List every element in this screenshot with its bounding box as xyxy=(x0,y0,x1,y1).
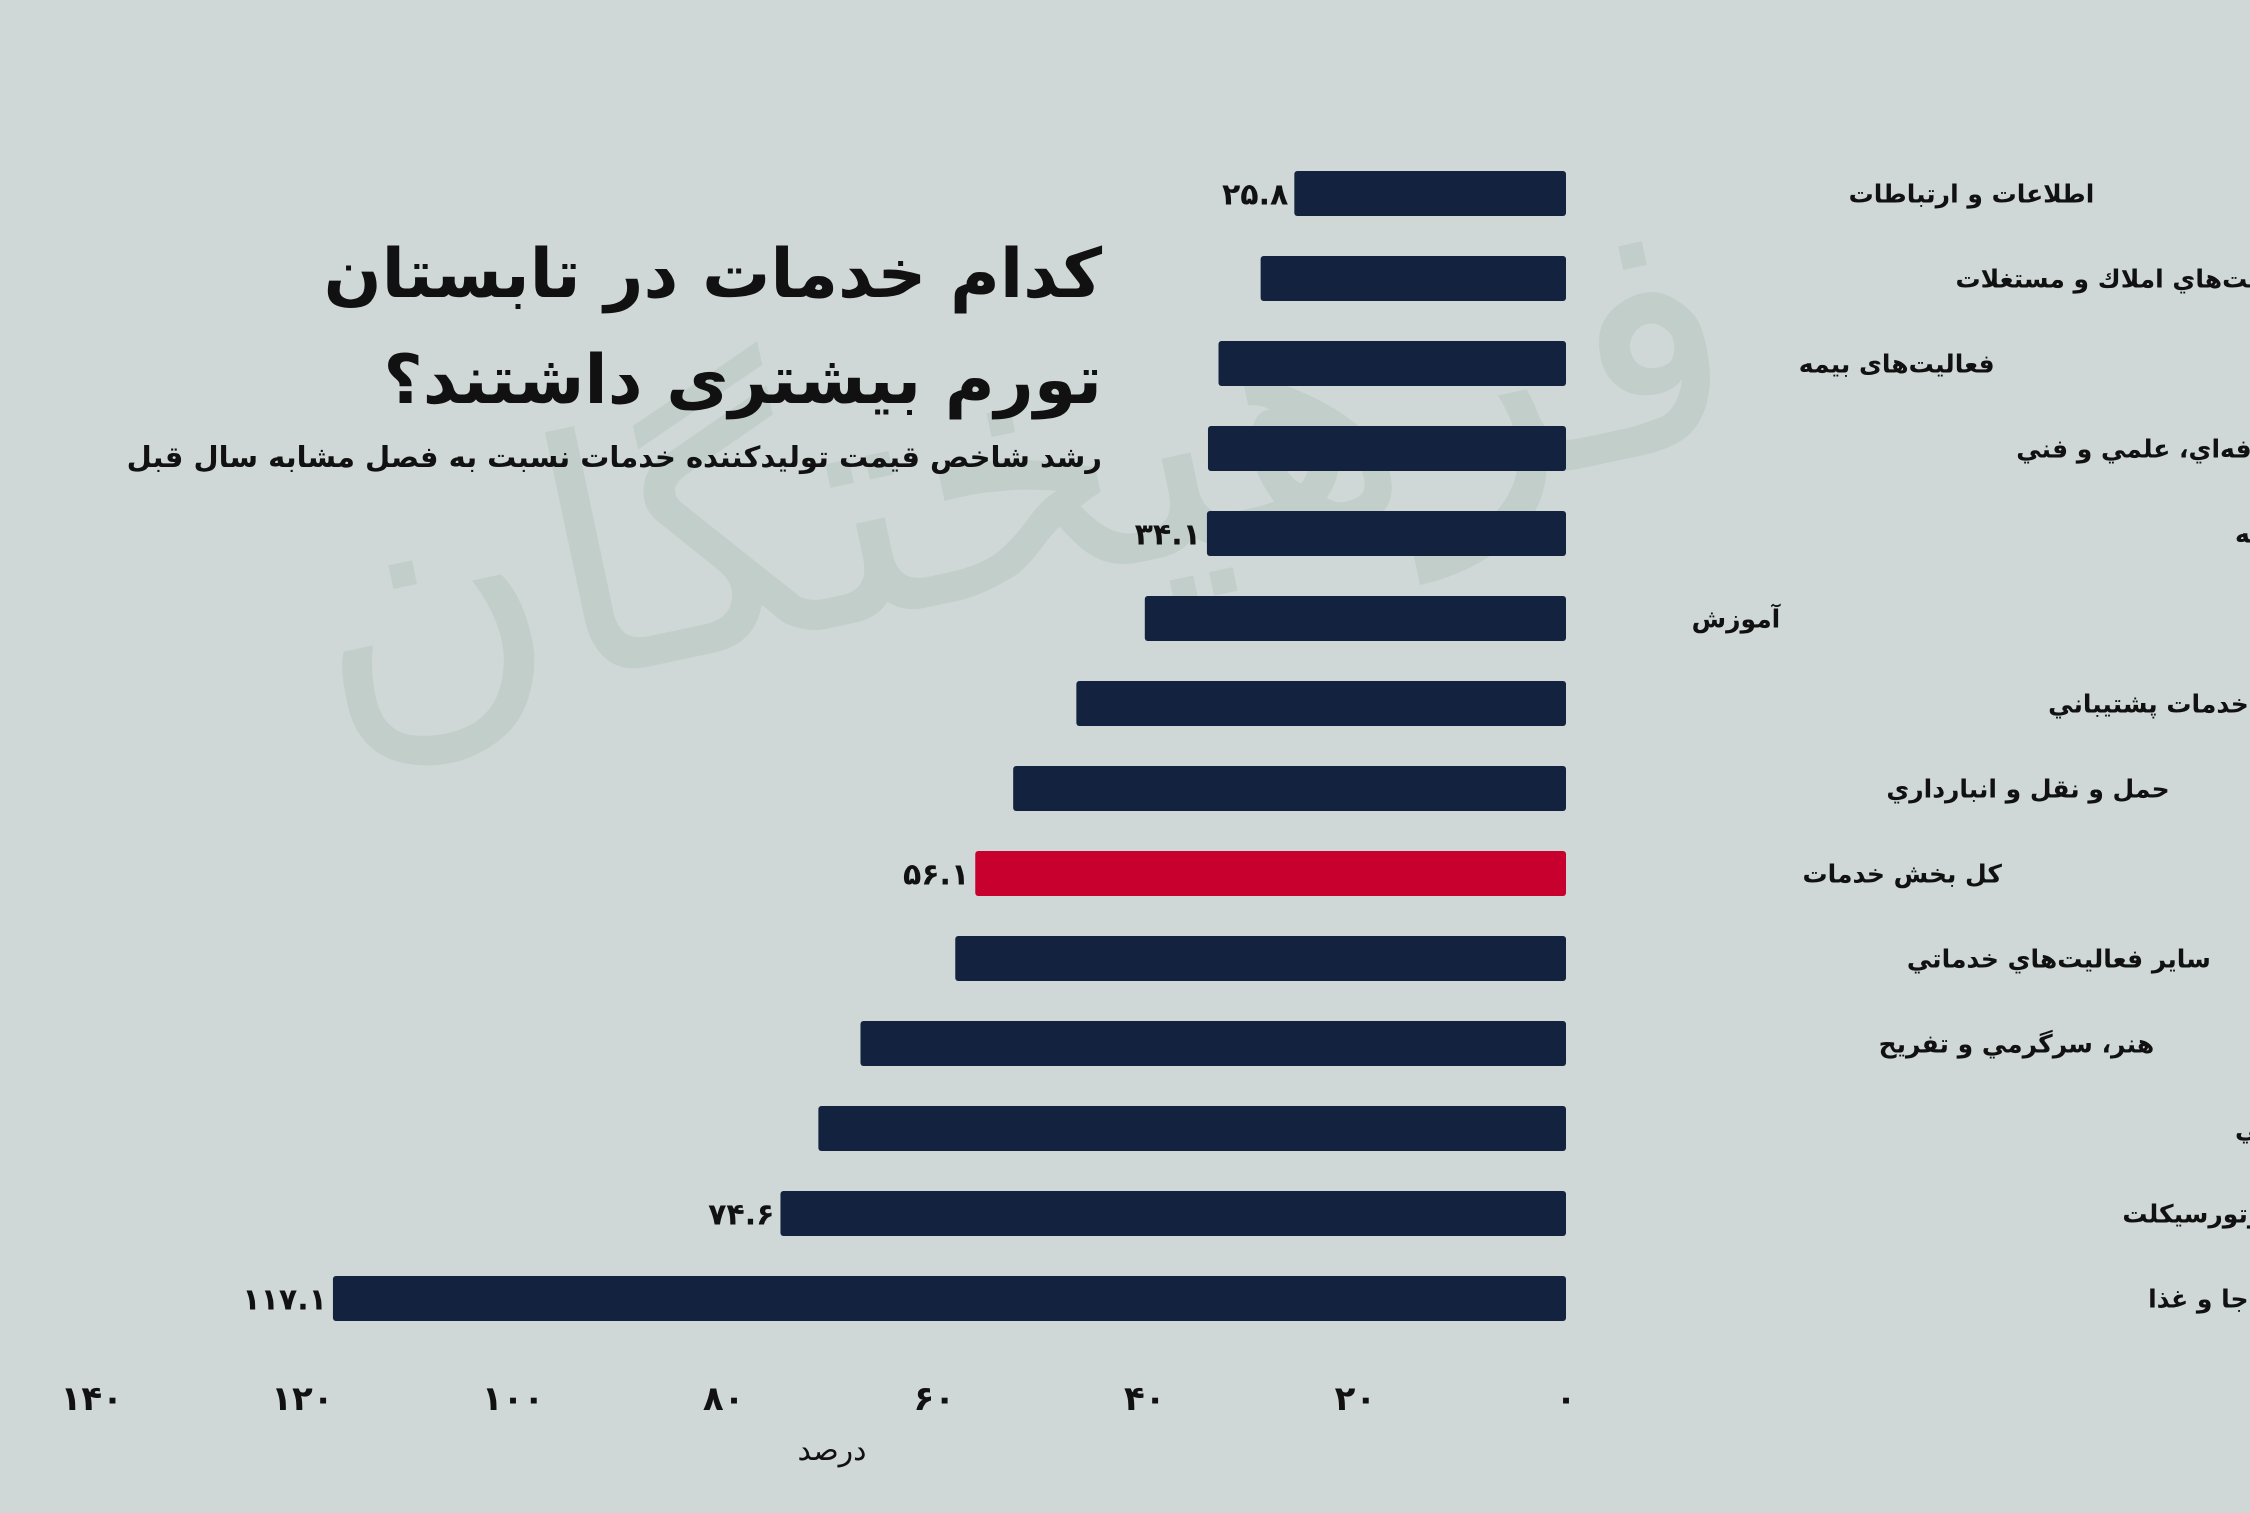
data-label-5: ۳۴.۱ xyxy=(1135,518,1201,553)
data-label-13: ۷۴.۶ xyxy=(708,1198,774,1233)
data-label-1: ۲۵.۸ xyxy=(1222,178,1288,213)
bar-14 xyxy=(332,1276,1566,1321)
category-label-2: فعاليت‌هاي املاك و مستغلات xyxy=(1956,265,2250,295)
bar-12 xyxy=(818,1106,1566,1151)
title-block: کدام خدمات در تابستان تورم بیشتری داشتند… xyxy=(127,222,1102,474)
chart-title-line-2: تورم بیشتری داشتند؟ xyxy=(383,341,1102,420)
x-tick-label-40: ۴۰ xyxy=(1124,1379,1166,1419)
category-label-10: ساير فعاليت‌هاي خدماتي xyxy=(1907,945,2211,975)
bars-layer xyxy=(332,171,1566,1321)
bar-2 xyxy=(1260,256,1566,301)
category-label-12: فعاليت‌هاي مربوط به سلامت انسان و مددكار… xyxy=(2235,1115,2250,1145)
data-labels-layer: ۲۵.۸ ۳۴.۱ ۵۶.۱ ۷۴.۶ ۱۱۷.۱ xyxy=(242,178,1288,1318)
category-label-9: كل بخش خدمات xyxy=(1802,860,2002,889)
bar-11 xyxy=(860,1021,1566,1066)
x-tick-label-60: ۶۰ xyxy=(913,1379,955,1419)
category-label-5: آب‌رساني، مديريت پسماند، فاضلاب و فعاليت… xyxy=(2235,519,2250,550)
category-label-6: آموزش xyxy=(1692,604,1782,635)
category-label-11: هنر، سرگرمي و تفريح xyxy=(1879,1030,2155,1060)
bar-5 xyxy=(1206,511,1566,556)
category-label-14: فعالیت‌های خدماتی مربوط به تامین جا و غذ… xyxy=(2148,1285,2250,1315)
x-tick-label-140: ۱۴۰ xyxy=(61,1379,123,1419)
chart-subtitle: رشد شاخص قیمت تولیدکننده خدمات نسبت به ف… xyxy=(126,440,1102,474)
bar-6 xyxy=(1144,596,1566,641)
x-axis-ticks: ۰ ۲۰ ۴۰ ۶۰ ۸۰ ۱۰۰ ۱۲۰ ۱۴۰ xyxy=(61,1379,1577,1419)
x-tick-label-80: ۸۰ xyxy=(703,1379,745,1419)
bar-4 xyxy=(1207,426,1566,471)
data-label-9: ۵۶.۱ xyxy=(903,858,969,893)
x-axis-label: درصد xyxy=(797,1433,866,1468)
bar-10 xyxy=(955,936,1566,981)
category-labels-layer: اطلاعات و ارتباطات فعاليت‌هاي املاك و مست… xyxy=(1692,180,2250,1315)
category-label-4: فعاليت‌هاي حرفه‌اي، علمي و فني xyxy=(2016,435,2250,465)
bar-9 xyxy=(975,851,1566,896)
category-label-13: تعمیر وسایل نقلیه موتوری و موتورسیکلت xyxy=(2122,1200,2250,1230)
category-label-7: فعاليت‌هاي اداري و خدمات پشتيباني xyxy=(2048,690,2250,720)
x-tick-label-120: ۱۲۰ xyxy=(271,1379,333,1419)
chart-title-line-1: کدام خدمات در تابستان xyxy=(323,235,1102,314)
bar-13 xyxy=(780,1191,1566,1236)
category-label-8: حمل و نقل و انبارداري xyxy=(1886,775,2169,805)
bar-1 xyxy=(1294,171,1566,216)
x-tick-label-100: ۱۰۰ xyxy=(482,1379,544,1419)
bar-8 xyxy=(1013,766,1566,811)
x-tick-label-20: ۲۰ xyxy=(1335,1379,1377,1419)
x-tick-label-0: ۰ xyxy=(1556,1379,1577,1419)
category-label-3: فعالیت‌های بیمه xyxy=(1799,350,1995,379)
bar-7 xyxy=(1076,681,1566,726)
data-label-14: ۱۱۷.۱ xyxy=(242,1283,327,1318)
bar-3 xyxy=(1218,341,1566,386)
category-label-1: اطلاعات و ارتباطات xyxy=(1849,180,2095,210)
